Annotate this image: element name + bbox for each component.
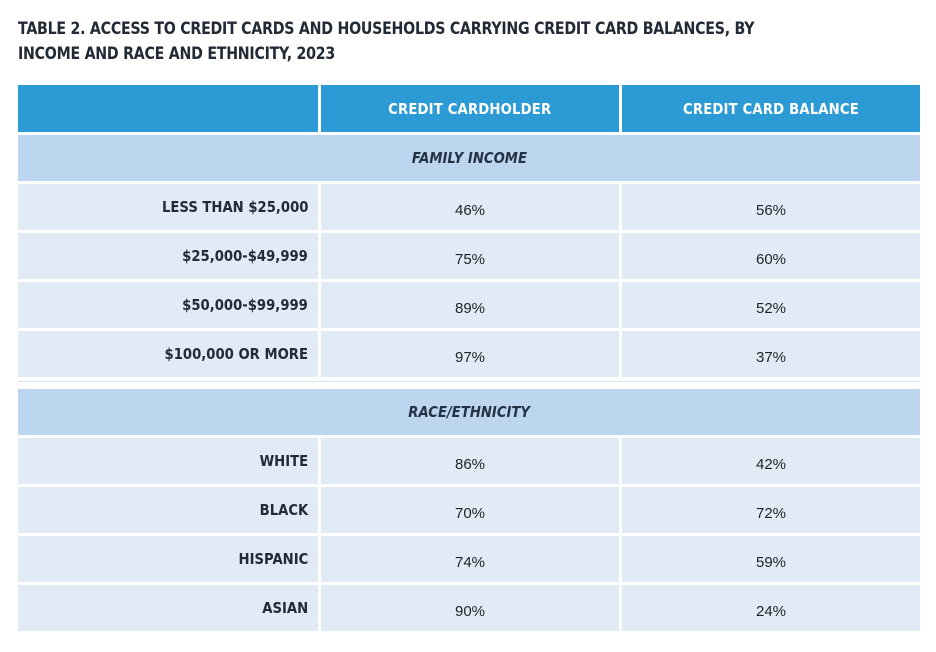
table-row: BLACK 70% 72% bbox=[18, 487, 920, 533]
table-row: WHITE 86% 42% bbox=[18, 438, 920, 484]
row-label-cell: ASIAN bbox=[18, 585, 318, 631]
header-label-cardholder: CREDIT CARDHOLDER bbox=[388, 99, 552, 118]
cardholder-value: 74% bbox=[454, 553, 486, 571]
cardholder-value: 89% bbox=[454, 299, 486, 317]
section-title: FAMILY INCOME bbox=[411, 149, 527, 167]
cardholder-value: 97% bbox=[454, 348, 486, 366]
row-label: WHITE bbox=[259, 452, 308, 470]
row-label: BLACK bbox=[259, 501, 308, 519]
cardholder-value: 70% bbox=[454, 504, 486, 522]
balance-value: 24% bbox=[755, 602, 787, 620]
cardholder-cell: 90% bbox=[321, 585, 619, 631]
table-header-row: CREDIT CARDHOLDER CREDIT CARD BALANCE bbox=[18, 85, 920, 132]
row-label: HISPANIC bbox=[238, 550, 308, 568]
section-divider bbox=[18, 381, 920, 386]
balance-cell: 59% bbox=[622, 536, 920, 582]
header-cell-empty bbox=[18, 85, 318, 132]
cardholder-cell: 97% bbox=[321, 331, 619, 377]
balance-cell: 37% bbox=[622, 331, 920, 377]
section-header-family-income: FAMILY INCOME bbox=[18, 135, 920, 181]
balance-cell: 42% bbox=[622, 438, 920, 484]
row-label-cell: LESS THAN $25,000 bbox=[18, 184, 318, 230]
balance-value: 52% bbox=[755, 299, 787, 317]
cardholder-cell: 86% bbox=[321, 438, 619, 484]
cardholder-cell: 89% bbox=[321, 282, 619, 328]
credit-card-table: CREDIT CARDHOLDER CREDIT CARD BALANCE FA… bbox=[18, 85, 920, 634]
table-row: $100,000 OR MORE 97% 37% bbox=[18, 331, 920, 377]
table-row: ASIAN 90% 24% bbox=[18, 585, 920, 631]
cardholder-value: 75% bbox=[454, 250, 486, 268]
table-row: LESS THAN $25,000 46% 56% bbox=[18, 184, 920, 230]
table-row: HISPANIC 74% 59% bbox=[18, 536, 920, 582]
balance-value: 59% bbox=[755, 553, 787, 571]
row-label: $25,000-$49,999 bbox=[182, 247, 308, 265]
section-title: RACE/ETHNICITY bbox=[408, 403, 530, 421]
header-cell-cardholder: CREDIT CARDHOLDER bbox=[321, 85, 619, 132]
row-label: ASIAN bbox=[262, 599, 308, 617]
row-label-cell: $100,000 OR MORE bbox=[18, 331, 318, 377]
row-label: $100,000 OR MORE bbox=[164, 345, 308, 363]
row-label-cell: $50,000-$99,999 bbox=[18, 282, 318, 328]
balance-value: 72% bbox=[755, 504, 787, 522]
balance-cell: 24% bbox=[622, 585, 920, 631]
cardholder-value: 86% bbox=[454, 455, 486, 473]
cardholder-cell: 46% bbox=[321, 184, 619, 230]
row-label: $50,000-$99,999 bbox=[182, 296, 308, 314]
header-label-balance: CREDIT CARD BALANCE bbox=[683, 99, 859, 118]
row-label-cell: $25,000-$49,999 bbox=[18, 233, 318, 279]
balance-cell: 52% bbox=[622, 282, 920, 328]
cardholder-cell: 75% bbox=[321, 233, 619, 279]
table-title: TABLE 2. ACCESS TO CREDIT CARDS AND HOUS… bbox=[18, 19, 755, 63]
table-row: $50,000-$99,999 89% 52% bbox=[18, 282, 920, 328]
cardholder-cell: 74% bbox=[321, 536, 619, 582]
row-label-cell: HISPANIC bbox=[18, 536, 318, 582]
balance-value: 56% bbox=[755, 201, 787, 219]
cardholder-value: 46% bbox=[454, 201, 486, 219]
table-row: $25,000-$49,999 75% 60% bbox=[18, 233, 920, 279]
balance-cell: 56% bbox=[622, 184, 920, 230]
cardholder-cell: 70% bbox=[321, 487, 619, 533]
cardholder-value: 90% bbox=[454, 602, 486, 620]
row-label-cell: BLACK bbox=[18, 487, 318, 533]
row-label: LESS THAN $25,000 bbox=[161, 198, 308, 216]
balance-value: 37% bbox=[755, 348, 787, 366]
balance-cell: 72% bbox=[622, 487, 920, 533]
section-header-race-ethnicity: RACE/ETHNICITY bbox=[18, 389, 920, 435]
row-label-cell: WHITE bbox=[18, 438, 318, 484]
balance-value: 60% bbox=[755, 250, 787, 268]
header-cell-balance: CREDIT CARD BALANCE bbox=[622, 85, 920, 132]
balance-value: 42% bbox=[755, 455, 787, 473]
balance-cell: 60% bbox=[622, 233, 920, 279]
